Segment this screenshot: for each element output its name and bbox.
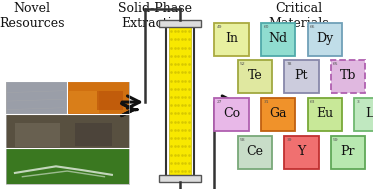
Text: 59: 59	[333, 138, 339, 142]
Text: In: In	[225, 32, 238, 45]
Text: Dy: Dy	[316, 32, 333, 45]
Text: Pt: Pt	[295, 69, 308, 82]
Bar	[169, 27, 191, 176]
Bar	[261, 98, 295, 131]
Bar	[159, 20, 201, 27]
Text: 27: 27	[217, 100, 222, 104]
Bar	[354, 98, 373, 131]
Text: Pr: Pr	[341, 145, 355, 158]
Text: Solid-Phase
Extraction: Solid-Phase Extraction	[118, 2, 192, 30]
Bar	[214, 23, 249, 56]
Bar	[238, 136, 272, 169]
Text: Te: Te	[247, 69, 262, 82]
Text: 58: 58	[240, 138, 245, 142]
Bar	[6, 148, 129, 184]
Text: Novel
Resources: Novel Resources	[0, 2, 65, 30]
Text: 52: 52	[240, 62, 245, 66]
Bar	[284, 136, 319, 169]
Bar	[69, 91, 99, 113]
Bar	[308, 23, 342, 56]
Bar	[308, 98, 342, 131]
Bar	[261, 23, 295, 56]
Bar	[284, 60, 319, 93]
Bar	[238, 60, 272, 93]
Text: Ce: Ce	[246, 145, 263, 158]
Text: Ga: Ga	[270, 107, 287, 120]
Text: 49: 49	[217, 26, 222, 29]
Bar	[67, 81, 129, 114]
Bar	[166, 24, 194, 179]
Text: 78: 78	[286, 62, 292, 66]
Text: Tb: Tb	[340, 69, 356, 82]
Bar	[75, 123, 112, 146]
Bar	[159, 175, 201, 182]
Bar	[97, 91, 123, 110]
Text: 31: 31	[263, 100, 269, 104]
Text: Critical
Materials: Critical Materials	[268, 2, 329, 30]
Text: Nd: Nd	[269, 32, 288, 45]
Text: Eu: Eu	[316, 107, 333, 120]
Text: 39: 39	[286, 138, 292, 142]
Bar	[6, 114, 129, 148]
Text: 65: 65	[333, 62, 339, 66]
Bar	[214, 98, 249, 131]
Bar	[331, 60, 365, 93]
Text: 60: 60	[263, 26, 269, 29]
Bar	[15, 123, 60, 147]
Text: 66: 66	[310, 26, 316, 29]
Text: 3: 3	[357, 100, 359, 104]
Bar	[6, 81, 129, 184]
Bar	[6, 81, 67, 114]
Text: Co: Co	[223, 107, 240, 120]
Text: Y: Y	[297, 145, 305, 158]
Text: Li: Li	[366, 107, 373, 120]
Text: 63: 63	[310, 100, 316, 104]
Bar	[331, 136, 365, 169]
